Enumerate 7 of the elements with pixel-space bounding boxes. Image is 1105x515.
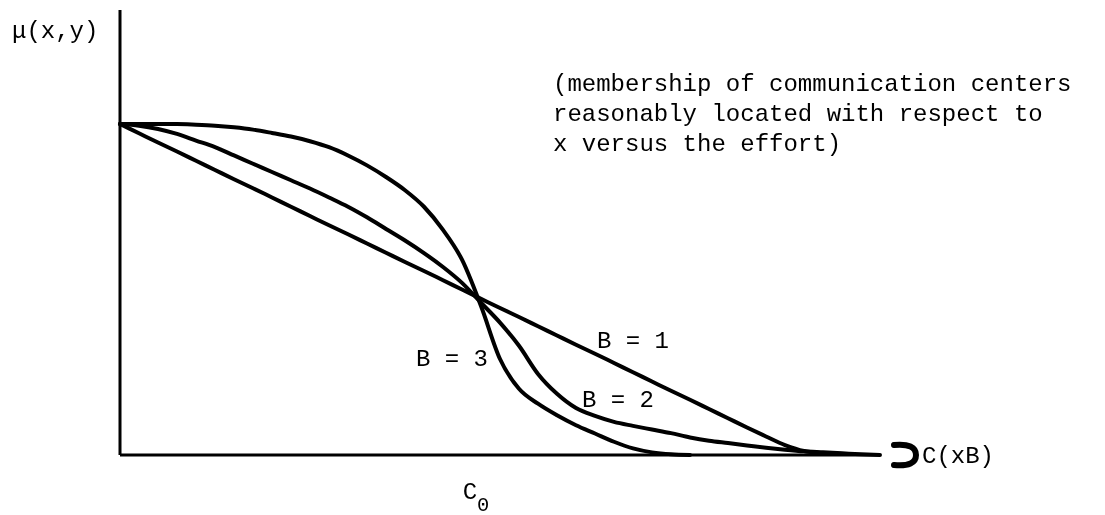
y-axis-title: μ(x,y)	[12, 18, 99, 45]
series-label: B = 3	[415, 346, 488, 374]
text: C$_{0}$	[462, 479, 490, 515]
series-label: B = 1	[596, 328, 670, 356]
annotation: (membership of communication centers reasonably located with respect to x versus the effort)	[553, 71, 1072, 158]
series-label: B = 2	[581, 386, 655, 414]
x-axis-title: C(xB)	[922, 443, 995, 470]
